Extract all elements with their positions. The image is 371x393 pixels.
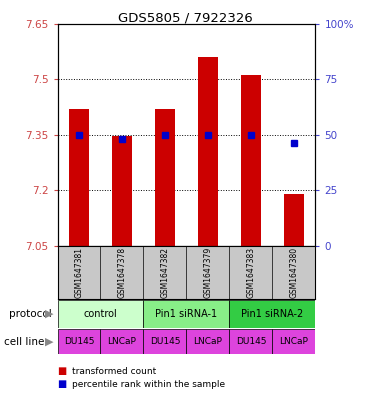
Text: GDS5805 / 7922326: GDS5805 / 7922326	[118, 11, 253, 24]
Text: DU145: DU145	[150, 337, 180, 346]
Text: Pin1 siRNA-1: Pin1 siRNA-1	[155, 309, 217, 319]
Text: transformed count: transformed count	[72, 367, 157, 376]
Text: ▶: ▶	[45, 337, 53, 347]
Bar	[155, 109, 175, 246]
Bar	[58, 329, 101, 354]
Text: GSM1647379: GSM1647379	[203, 246, 213, 298]
Text: GSM1647378: GSM1647378	[118, 246, 127, 298]
Text: cell line: cell line	[4, 337, 45, 347]
Text: percentile rank within the sample: percentile rank within the sample	[72, 380, 226, 389]
Text: GSM1647380: GSM1647380	[289, 246, 298, 298]
Text: GSM1647382: GSM1647382	[160, 247, 170, 298]
Text: LNCaP: LNCaP	[108, 337, 137, 346]
Bar	[241, 75, 260, 246]
Text: protocol: protocol	[9, 309, 52, 319]
Bar	[229, 329, 272, 354]
Text: DU145: DU145	[64, 337, 94, 346]
Text: ▶: ▶	[45, 309, 53, 319]
Bar	[58, 300, 144, 328]
Text: LNCaP: LNCaP	[194, 337, 222, 346]
Text: ■: ■	[58, 379, 67, 389]
Text: Pin1 siRNA-2: Pin1 siRNA-2	[241, 309, 303, 319]
Bar	[284, 194, 303, 246]
Text: GSM1647381: GSM1647381	[75, 247, 83, 298]
Text: GSM1647383: GSM1647383	[246, 246, 255, 298]
Bar	[69, 109, 89, 246]
Bar	[272, 329, 315, 354]
Bar	[144, 329, 186, 354]
Text: DU145: DU145	[236, 337, 266, 346]
Bar	[229, 300, 315, 328]
Bar	[144, 300, 229, 328]
Text: control: control	[83, 309, 117, 319]
Bar	[101, 329, 144, 354]
Bar	[186, 329, 229, 354]
Text: ■: ■	[58, 366, 67, 376]
Text: LNCaP: LNCaP	[279, 337, 308, 346]
Bar	[112, 136, 132, 246]
Bar	[198, 57, 217, 246]
